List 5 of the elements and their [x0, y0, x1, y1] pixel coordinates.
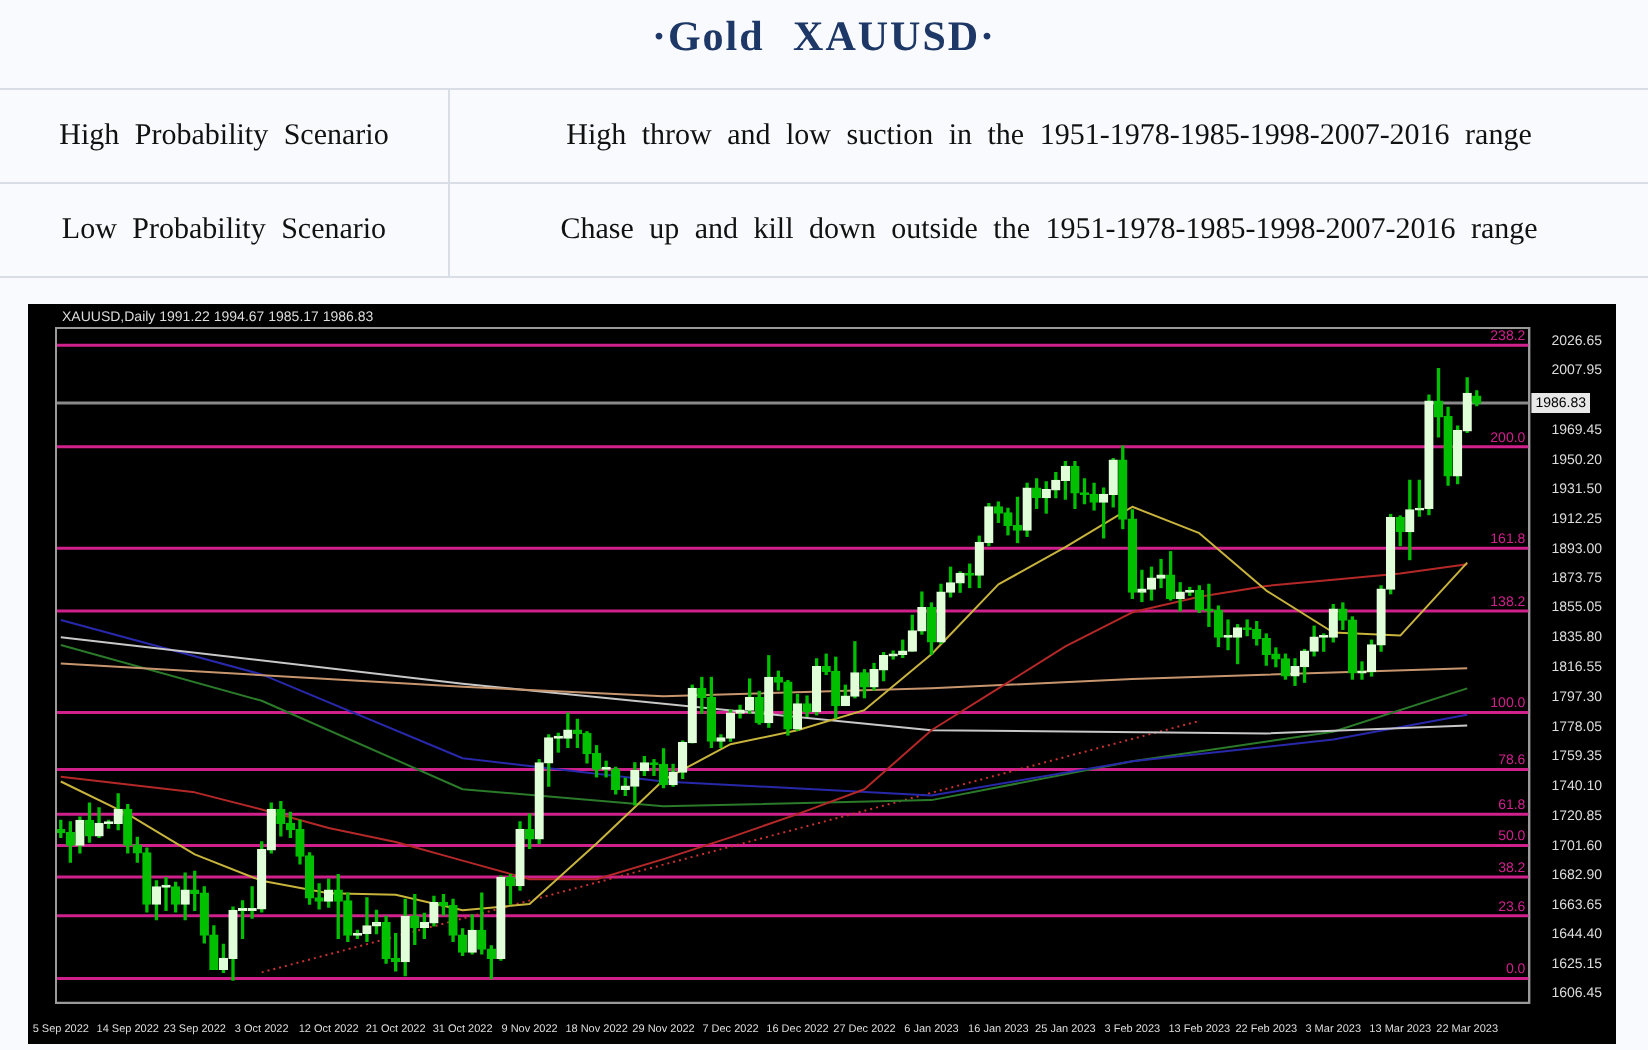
text: Chase up and kill down outside the 1951-1978-1985-1998-2007-2016 range [449, 183, 1648, 277]
chart-title: ·Gold XAUUSD· [649, 12, 999, 62]
text: Low Probability Scenario [0, 183, 449, 277]
text: High throw and low suction in the 1951-1978-1985-1998-2007-2016 range [449, 89, 1648, 183]
text: High Probability Scenario [0, 89, 449, 183]
